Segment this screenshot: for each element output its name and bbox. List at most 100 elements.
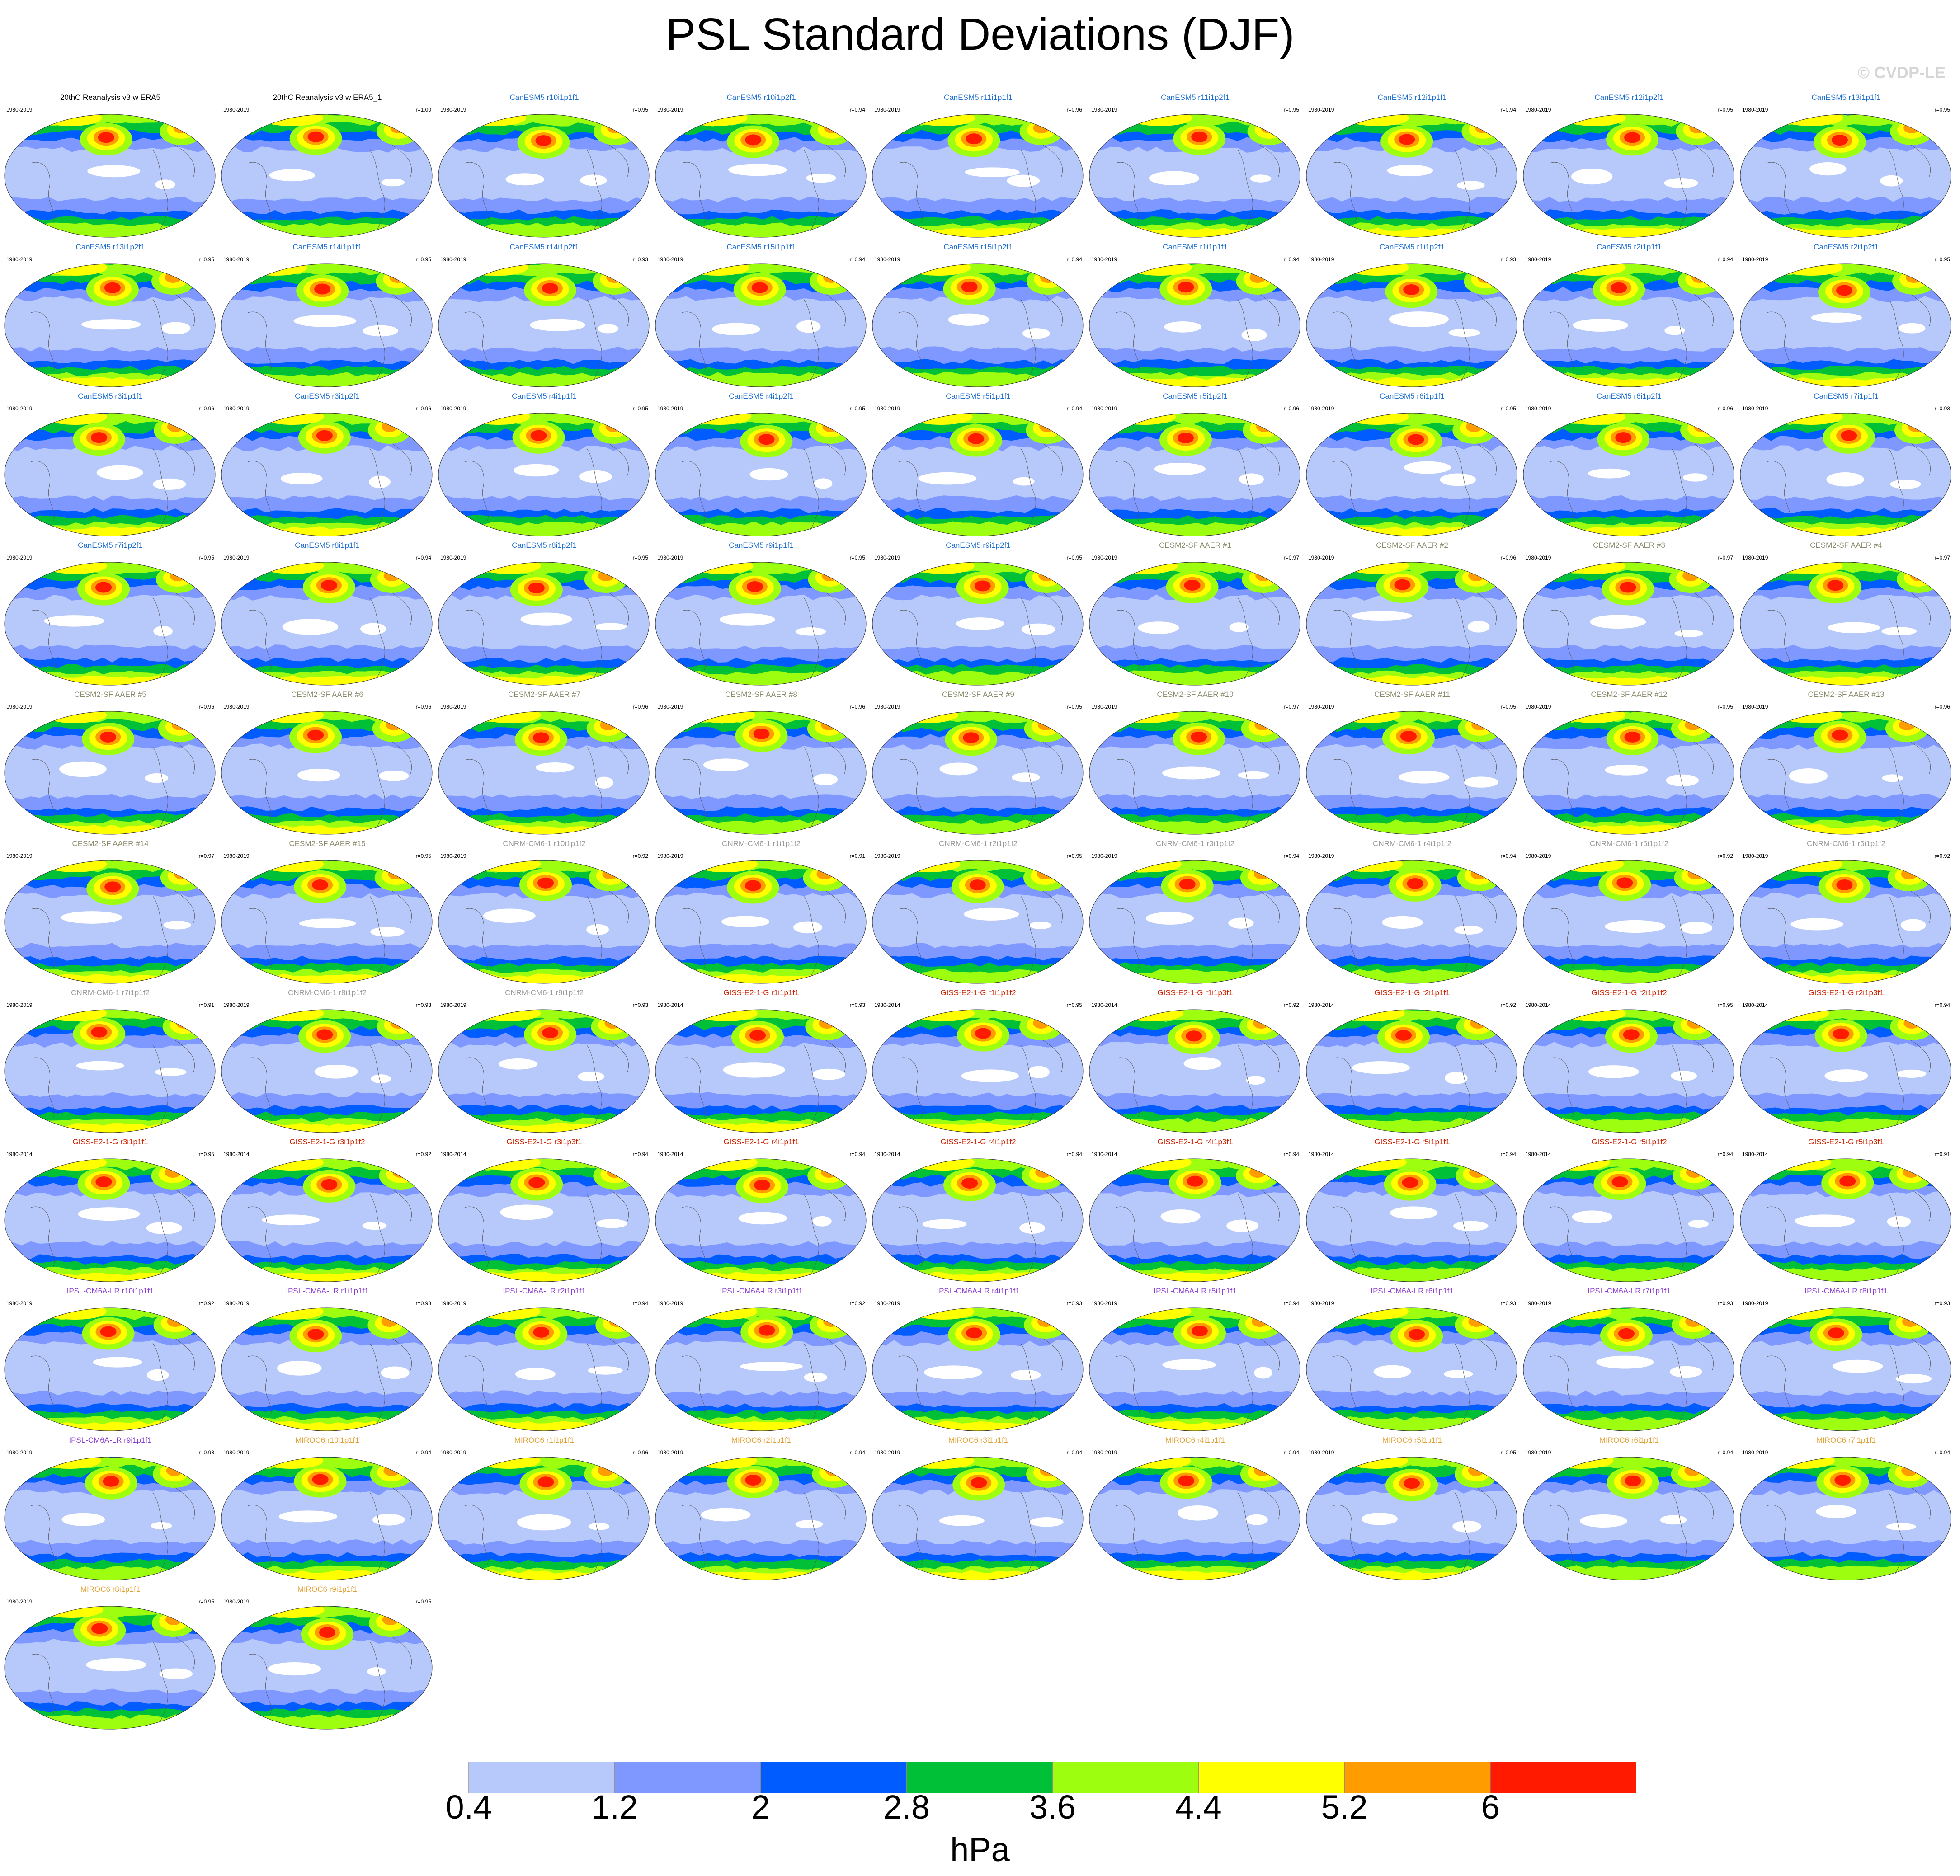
- panel-correlation: r=0.93: [632, 256, 648, 263]
- map-panel: CanESM5 r12i1p1f1 1980-2019 r=0.94: [1305, 93, 1520, 240]
- panel-years: 1980-2019: [657, 107, 683, 113]
- map-panel: GISS-E2-1-G r1i1p3f1 1980-2014 r=0.92: [1088, 988, 1303, 1135]
- map-panel: MIROC6 r7i1p1f1 1980-2019 r=0.94: [1739, 1436, 1954, 1583]
- map-panel: 20thC Reanalysis v3 w ERA5 1980-2019: [3, 93, 218, 240]
- panel-title: MIROC6 r7i1p1f1: [1816, 1436, 1876, 1444]
- panel-correlation: r=0.94: [1717, 1151, 1733, 1157]
- panel-correlation: r=0.92: [849, 1300, 865, 1307]
- panel-title: CESM2-SF AAER #2: [1376, 541, 1448, 550]
- panel-years: 1980-2019: [6, 853, 33, 859]
- panel-title: GISS-E2-1-G r5i1p1f2: [1591, 1138, 1667, 1146]
- psl-map: [1740, 1158, 1951, 1282]
- panel-years: 1980-2019: [1091, 555, 1117, 561]
- panel-title: CESM2-SF AAER #8: [725, 690, 797, 699]
- panel-correlation: r=0.97: [1283, 704, 1299, 710]
- map-panel: IPSL-CM6A-LR r5i1p1f1 1980-2019 r=0.94: [1088, 1287, 1303, 1434]
- panel-correlation: r=0.93: [632, 1002, 648, 1008]
- panel-title: GISS-E2-1-G r2i1p1f1: [1374, 988, 1450, 997]
- map-panel: CanESM5 r6i1p1f1 1980-2019 r=0.95: [1305, 392, 1520, 539]
- panel-title: CanESM5 r15i1p2f1: [943, 243, 1013, 251]
- map-panel: GISS-E2-1-G r5i1p1f2 1980-2014 r=0.94: [1522, 1138, 1737, 1284]
- panel-title: MIROC6 r1i1p1f1: [514, 1436, 575, 1444]
- panel-title: CNRM-CM6-1 r4i1p1f2: [1373, 839, 1451, 848]
- map-panel: CanESM5 r9i1p2f1 1980-2019 r=0.95: [871, 541, 1086, 688]
- panel-years: 1980-2014: [1525, 1151, 1551, 1157]
- map-panel: IPSL-CM6A-LR r2i1p1f1 1980-2019 r=0.94: [437, 1287, 652, 1434]
- map-panel: CanESM5 r5i1p2f1 1980-2019 r=0.96: [1088, 392, 1303, 539]
- map-panel: IPSL-CM6A-LR r8i1p1f1 1980-2019 r=0.93: [1739, 1287, 1954, 1434]
- map-panel: GISS-E2-1-G r4i1p1f2 1980-2014 r=0.94: [871, 1138, 1086, 1284]
- panel-correlation: r=0.94: [1283, 1300, 1299, 1307]
- panel-correlation: r=0.93: [1500, 256, 1516, 263]
- map-panel: IPSL-CM6A-LR r9i1p1f1 1980-2019 r=0.93: [3, 1436, 218, 1583]
- panel-correlation: r=0.94: [632, 1300, 648, 1307]
- panel-correlation: r=0.96: [1066, 107, 1082, 113]
- panel-title: CanESM5 r7i1p1f1: [1814, 392, 1879, 400]
- panel-title: GISS-E2-1-G r3i1p1f2: [289, 1138, 365, 1146]
- panel-title: CNRM-CM6-1 r2i1p1f2: [939, 839, 1018, 848]
- panel-title: MIROC6 r10i1p1f1: [295, 1436, 359, 1444]
- map-panel: CESM2-SF AAER #12 1980-2019 r=0.95: [1522, 690, 1737, 837]
- panel-title: CanESM5 r4i1p1f1: [512, 392, 577, 400]
- map-panel: MIROC6 r6i1p1f1 1980-2019 r=0.94: [1522, 1436, 1737, 1583]
- panel-title: CNRM-CM6-1 r8i1p1f2: [288, 988, 367, 997]
- map-panel: CanESM5 r15i1p2f1 1980-2019 r=0.94: [871, 243, 1086, 390]
- map-panel: MIROC6 r9i1p1f1 1980-2019 r=0.95: [220, 1585, 435, 1732]
- psl-map: [4, 1606, 216, 1730]
- psl-map: [1740, 263, 1951, 387]
- panel-title: CanESM5 r5i1p1f1: [946, 392, 1011, 400]
- panel-years: 1980-2014: [1308, 1151, 1334, 1157]
- panel-correlation: r=0.93: [415, 1002, 431, 1008]
- panel-title: GISS-E2-1-G r5i1p1f1: [1374, 1138, 1450, 1146]
- psl-map: [438, 1009, 650, 1133]
- map-panel: MIROC6 r5i1p1f1 1980-2019 r=0.95: [1305, 1436, 1520, 1583]
- panel-correlation: r=0.94: [849, 107, 865, 113]
- map-panel: CESM2-SF AAER #3 1980-2019 r=0.97: [1522, 541, 1737, 688]
- panel-years: 1980-2019: [223, 1449, 250, 1456]
- panel-title: IPSL-CM6A-LR r3i1p1f1: [720, 1287, 803, 1295]
- panel-years: 1980-2019: [1308, 405, 1334, 412]
- panel-correlation: r=0.96: [632, 1449, 648, 1456]
- colorbar-tick-label: 2: [751, 1788, 770, 1826]
- map-panel: CanESM5 r10i1p2f1 1980-2019 r=0.94: [654, 93, 869, 240]
- map-panel: IPSL-CM6A-LR r4i1p1f1 1980-2019 r=0.93: [871, 1287, 1086, 1434]
- map-panel: CanESM5 r10i1p1f1 1980-2019 r=0.95: [437, 93, 652, 240]
- psl-map: [4, 1457, 216, 1580]
- panel-years: 1980-2019: [223, 107, 250, 113]
- map-panel: CNRM-CM6-1 r7i1p1f2 1980-2019 r=0.91: [3, 988, 218, 1135]
- panel-title: CanESM5 r15i1p1f1: [726, 243, 796, 251]
- panel-years: 1980-2019: [1308, 555, 1334, 561]
- psl-map: [655, 1158, 867, 1282]
- map-panel: GISS-E2-1-G r4i1p1f1 1980-2014 r=0.94: [654, 1138, 869, 1284]
- psl-map: [1740, 1457, 1951, 1580]
- panel-years: 1980-2019: [223, 555, 250, 561]
- colorbar-tick-label: 5.2: [1321, 1788, 1368, 1826]
- panel-correlation: r=0.95: [849, 405, 865, 412]
- map-panel: CanESM5 r7i1p2f1 1980-2019 r=0.95: [3, 541, 218, 688]
- panel-correlation: r=0.97: [1283, 555, 1299, 561]
- panel-title: CNRM-CM6-1 r9i1p1f2: [505, 988, 584, 997]
- map-panel: CNRM-CM6-1 r8i1p1f2 1980-2019 r=0.93: [220, 988, 435, 1135]
- psl-map: [1089, 1457, 1300, 1580]
- map-panel: IPSL-CM6A-LR r1i1p1f1 1980-2019 r=0.93: [220, 1287, 435, 1434]
- psl-map: [1089, 860, 1300, 984]
- psl-map: [438, 413, 650, 536]
- panel-title: IPSL-CM6A-LR r6i1p1f1: [1371, 1287, 1454, 1295]
- panel-correlation: r=0.95: [1717, 107, 1733, 113]
- panel-years: 1980-2019: [1308, 853, 1334, 859]
- colorbar-swatch: [323, 1762, 469, 1793]
- panel-correlation: r=0.95: [1500, 405, 1516, 412]
- panel-years: 1980-2019: [1308, 256, 1334, 263]
- panel-title: CanESM5 r5i1p2f1: [1163, 392, 1228, 400]
- psl-map: [221, 562, 433, 686]
- panel-years: 1980-2014: [657, 1002, 683, 1008]
- panel-correlation: r=0.94: [415, 1449, 431, 1456]
- psl-map: [4, 1009, 216, 1133]
- panel-years: 1980-2019: [1308, 1300, 1334, 1307]
- panel-years: 1980-2019: [874, 256, 900, 263]
- panel-title: CESM2-SF AAER #6: [291, 690, 363, 699]
- colorbar-swatch: [906, 1762, 1053, 1793]
- panel-years: 1980-2019: [223, 1002, 250, 1008]
- psl-map: [438, 711, 650, 835]
- panel-correlation: r=0.95: [415, 256, 431, 263]
